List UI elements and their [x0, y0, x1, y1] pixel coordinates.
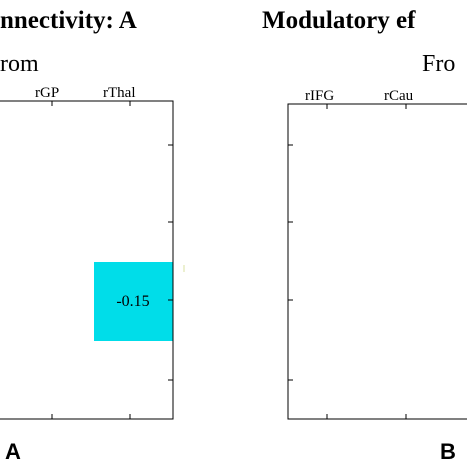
x-axis-ticks-b	[326, 104, 407, 419]
plot-frame-a	[0, 100, 174, 420]
heatmap-panel-a: -0.15	[0, 100, 185, 420]
heatmap-cell-rthal	[94, 262, 173, 341]
heatmap-panel-b	[287, 103, 467, 420]
x-tick-label-rcau: rCau	[384, 88, 414, 104]
x-tick-label-rgp: rGP	[35, 85, 60, 101]
y-axis-ticks-b	[288, 144, 293, 381]
x-tick-label-rifg: rIFG	[305, 88, 335, 104]
y-axis-ticks-a	[168, 144, 173, 381]
x-axis-ticks-a	[51, 101, 131, 419]
chart-title-b: Modulatory ef	[262, 7, 416, 34]
chart-subtitle-a: rom	[0, 51, 39, 77]
chart-title-a: nnectivity: A	[0, 7, 137, 34]
plot-frame-b	[287, 103, 467, 420]
panel-label-a: A	[5, 439, 21, 464]
x-tick-label-rthal: rThal	[103, 85, 136, 101]
data-label-rthal: -0.15	[116, 293, 149, 310]
panel-label-b: B	[440, 439, 456, 464]
chart-subtitle-b: Fro	[422, 51, 456, 77]
